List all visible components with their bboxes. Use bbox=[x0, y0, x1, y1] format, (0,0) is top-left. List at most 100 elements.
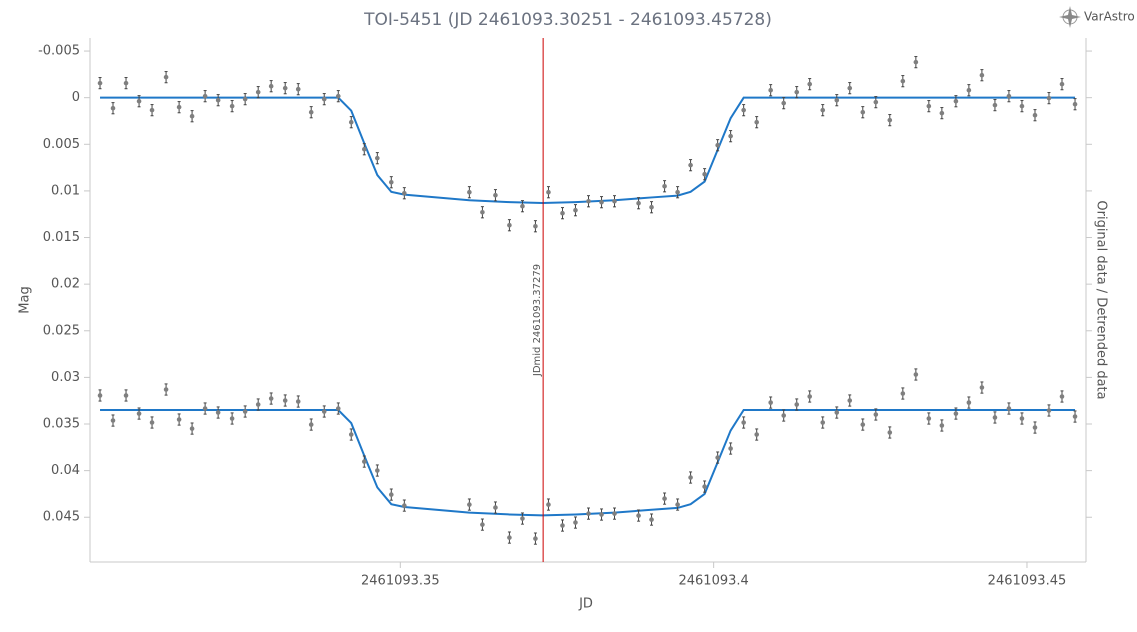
data-point bbox=[493, 192, 498, 198]
data-point bbox=[966, 400, 972, 405]
data-point bbox=[467, 189, 472, 195]
data-point bbox=[520, 203, 525, 209]
data-point bbox=[1046, 408, 1052, 413]
data-point bbox=[649, 517, 654, 522]
data-point bbox=[560, 523, 565, 528]
data-point bbox=[215, 410, 221, 415]
data-point bbox=[467, 502, 472, 507]
data-point bbox=[781, 413, 787, 418]
data-point bbox=[728, 133, 733, 139]
data-point bbox=[375, 155, 380, 161]
data-point bbox=[741, 107, 746, 113]
data-point bbox=[402, 503, 407, 508]
data-point bbox=[255, 402, 261, 407]
data-point bbox=[847, 85, 853, 91]
y-tick-label: 0.03 bbox=[51, 370, 80, 385]
x-tick-label: 2461093.45 bbox=[988, 574, 1067, 589]
data-point bbox=[176, 417, 182, 422]
data-point bbox=[149, 107, 155, 113]
data-point bbox=[110, 418, 116, 423]
y-tick-label: 0 bbox=[72, 90, 80, 105]
x-tick-label: 2461093.4 bbox=[678, 574, 748, 589]
data-point bbox=[599, 199, 604, 205]
data-point bbox=[268, 396, 274, 401]
data-point bbox=[546, 189, 551, 195]
data-point bbox=[768, 87, 773, 93]
data-point bbox=[229, 416, 235, 421]
data-point bbox=[939, 110, 945, 116]
x-tick-label: 2461093.35 bbox=[361, 574, 440, 589]
data-point bbox=[308, 422, 314, 427]
model-line bbox=[100, 409, 1076, 517]
data-point bbox=[176, 104, 182, 110]
data-point bbox=[268, 83, 274, 89]
model-line bbox=[100, 96, 1076, 205]
chart-title: TOI-5451 (JD 2461093.30251 - 2461093.457… bbox=[363, 10, 772, 30]
y-tick-label: 0.035 bbox=[43, 417, 80, 432]
data-point bbox=[939, 423, 945, 428]
data-point bbox=[688, 162, 693, 168]
data-point bbox=[97, 393, 103, 398]
data-point bbox=[282, 398, 288, 403]
y-tick-label: 0.015 bbox=[43, 230, 80, 245]
data-point bbox=[321, 409, 327, 414]
data-point bbox=[715, 142, 720, 148]
data-point bbox=[662, 496, 667, 501]
data-point bbox=[348, 432, 354, 437]
data-point bbox=[992, 415, 998, 420]
data-point bbox=[1072, 414, 1078, 419]
data-point bbox=[847, 398, 853, 403]
data-point bbox=[820, 107, 826, 113]
data-point bbox=[586, 511, 591, 516]
data-point bbox=[388, 492, 394, 497]
data-point bbox=[913, 59, 919, 65]
y-tick-label: 0.005 bbox=[43, 137, 80, 152]
data-point bbox=[229, 103, 235, 109]
data-point bbox=[335, 406, 341, 411]
data-point bbox=[992, 102, 998, 108]
data-point bbox=[480, 522, 485, 527]
data-point bbox=[1032, 112, 1038, 118]
data-point bbox=[1032, 425, 1038, 430]
data-point bbox=[702, 484, 707, 489]
data-point bbox=[979, 385, 985, 390]
data-point bbox=[887, 117, 893, 123]
data-point bbox=[1072, 101, 1078, 107]
data-point bbox=[573, 520, 578, 525]
data-point bbox=[715, 455, 720, 460]
data-point bbox=[702, 171, 707, 177]
data-point bbox=[966, 87, 972, 93]
data-point bbox=[741, 420, 746, 425]
data-point bbox=[688, 475, 693, 480]
logo-star bbox=[1059, 6, 1081, 28]
data-point bbox=[1006, 406, 1012, 411]
data-point bbox=[242, 409, 248, 414]
data-point bbox=[860, 109, 866, 115]
data-point bbox=[807, 81, 813, 87]
data-point bbox=[781, 100, 787, 106]
data-point bbox=[649, 204, 654, 210]
logo-text: VarAstro bbox=[1084, 10, 1135, 24]
data-point bbox=[1046, 95, 1052, 101]
data-point bbox=[189, 426, 195, 431]
data-point bbox=[953, 98, 959, 104]
data-point bbox=[887, 430, 893, 435]
data-point bbox=[1059, 394, 1065, 399]
data-point bbox=[295, 86, 301, 92]
data-point bbox=[820, 420, 826, 425]
data-point bbox=[612, 511, 617, 516]
data-point bbox=[599, 512, 604, 517]
data-point bbox=[123, 393, 129, 398]
data-point bbox=[361, 459, 367, 464]
data-point bbox=[1059, 81, 1065, 87]
data-point bbox=[754, 119, 759, 125]
data-point bbox=[873, 412, 879, 417]
data-point bbox=[900, 391, 906, 396]
data-point bbox=[1006, 93, 1012, 99]
data-point bbox=[136, 98, 142, 104]
data-point bbox=[202, 406, 208, 411]
data-point bbox=[375, 468, 380, 473]
data-point bbox=[402, 190, 407, 196]
